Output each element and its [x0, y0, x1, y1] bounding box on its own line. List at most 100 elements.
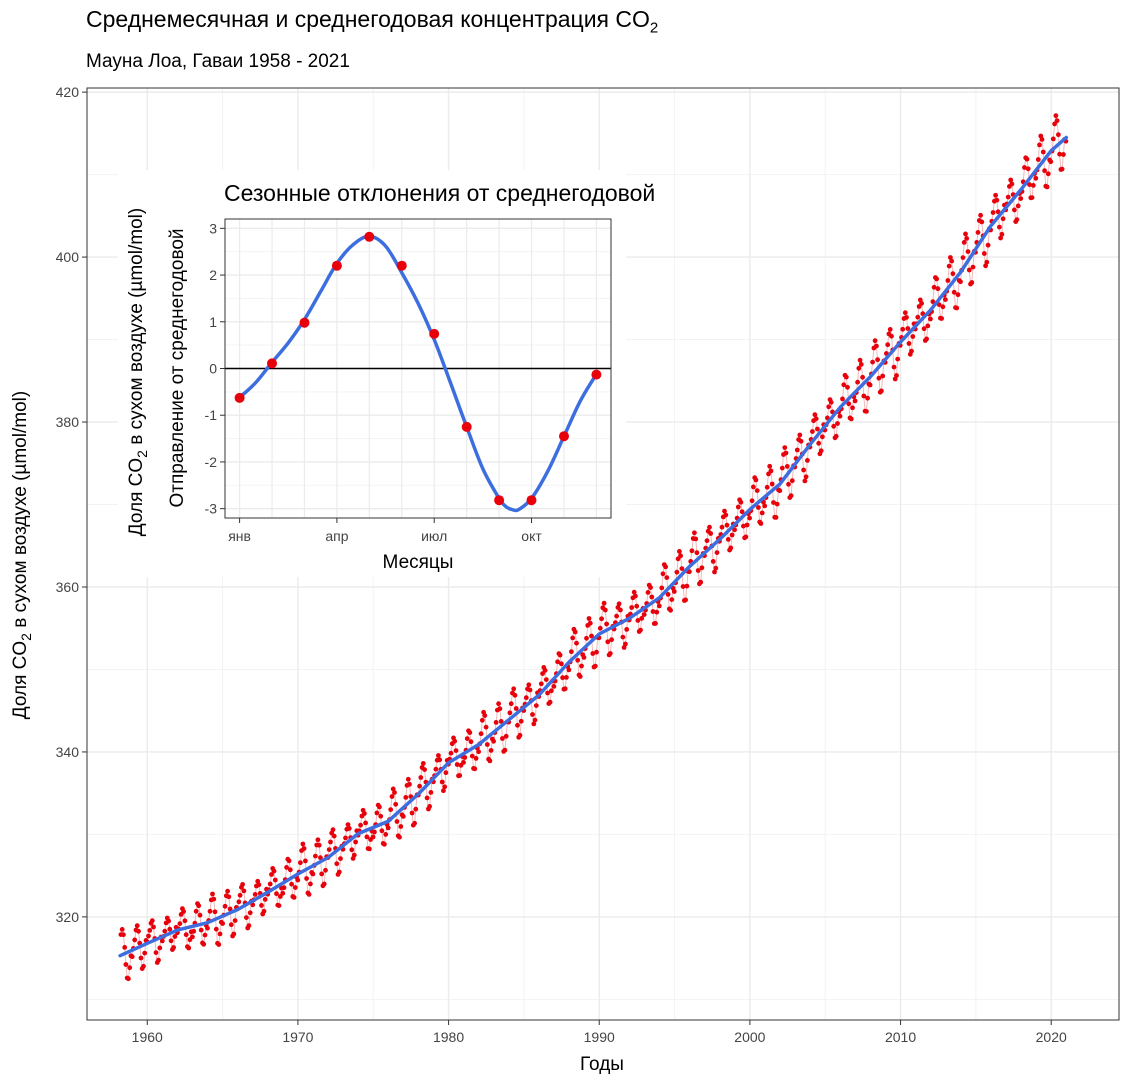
- chart-title: Среднемесячная и среднегодовая концентра…: [86, 6, 659, 37]
- monthly-point: [710, 559, 716, 564]
- monthly-point: [284, 865, 289, 870]
- monthly-point: [872, 338, 878, 344]
- monthly-point: [728, 545, 734, 551]
- monthly-point: [870, 359, 875, 365]
- inset-y-tick-label: 0: [209, 361, 217, 377]
- monthly-point: [483, 724, 489, 730]
- monthly-point: [875, 357, 880, 363]
- monthly-point: [308, 881, 313, 887]
- monthly-point: [291, 895, 297, 900]
- monthly-point: [420, 761, 426, 766]
- monthly-point: [198, 927, 204, 933]
- monthly-point: [427, 804, 432, 809]
- monthly-point: [946, 263, 952, 269]
- chart-title-subscript: 2: [649, 19, 659, 37]
- monthly-point: [1057, 151, 1062, 157]
- monthly-point: [789, 478, 795, 484]
- monthly-point: [191, 928, 197, 934]
- monthly-point: [631, 589, 637, 595]
- monthly-point: [865, 395, 870, 401]
- monthly-point: [984, 259, 990, 265]
- monthly-point: [764, 484, 770, 490]
- monthly-point: [624, 627, 630, 632]
- monthly-point: [597, 625, 603, 631]
- monthly-point: [751, 484, 756, 490]
- monthly-point: [407, 781, 412, 787]
- inset-month-point: [364, 231, 375, 242]
- inset-axis-ticks: 3 2 1 0 -1 -2 -3 янв апр июл окт: [205, 220, 543, 544]
- monthly-point: [443, 770, 449, 776]
- monthly-point: [226, 894, 232, 900]
- inset-y-tick-label: -3: [205, 501, 218, 517]
- inset-month-point: [299, 317, 310, 328]
- monthly-point: [719, 524, 725, 530]
- monthly-point: [867, 382, 873, 388]
- inset-y-axis-title-line1: Доля CO2 в сухом воздухе (µmol/mol): [126, 208, 150, 536]
- monthly-point: [689, 548, 695, 554]
- monthly-point: [660, 571, 666, 577]
- monthly-point: [377, 804, 382, 810]
- monthly-point: [572, 629, 578, 635]
- monthly-point: [193, 908, 199, 914]
- inset-x-tick-label: окт: [521, 528, 542, 544]
- monthly-point: [840, 396, 845, 402]
- inset-y-tick-label: 3: [209, 220, 217, 236]
- inset-y-tick-label: 1: [209, 314, 217, 330]
- monthly-point: [424, 795, 430, 801]
- monthly-point: [468, 739, 474, 745]
- monthly-point: [794, 447, 800, 453]
- monthly-point: [759, 510, 765, 516]
- monthly-point: [557, 652, 563, 658]
- monthly-point: [656, 603, 662, 609]
- monthly-point: [707, 524, 712, 530]
- monthly-point: [895, 356, 901, 362]
- monthly-point: [965, 249, 971, 255]
- monthly-point: [461, 760, 466, 765]
- monthly-point: [602, 607, 608, 613]
- monthly-point: [228, 922, 234, 928]
- monthly-point: [584, 635, 589, 641]
- monthly-point: [385, 825, 391, 831]
- monthly-point: [756, 505, 761, 510]
- monthly-point: [722, 508, 727, 514]
- monthly-point: [532, 717, 538, 723]
- monthly-point: [954, 305, 960, 311]
- monthly-point: [500, 736, 505, 741]
- monthly-point: [186, 945, 192, 951]
- monthly-point: [858, 362, 864, 367]
- monthly-point: [955, 292, 961, 298]
- monthly-point: [680, 584, 686, 589]
- monthly-point: [244, 915, 249, 920]
- monthly-point: [679, 566, 685, 571]
- monthly-point: [777, 488, 783, 494]
- y-tick-label: 420: [56, 84, 80, 100]
- monthly-point: [136, 928, 141, 934]
- monthly-point: [618, 607, 623, 613]
- monthly-point: [507, 710, 513, 716]
- monthly-point: [378, 813, 384, 819]
- monthly-point: [146, 933, 151, 939]
- monthly-point: [167, 926, 173, 932]
- monthly-point: [592, 663, 598, 669]
- monthly-point: [225, 888, 231, 894]
- monthly-point: [1005, 194, 1011, 200]
- monthly-point: [1035, 157, 1041, 162]
- monthly-point: [1025, 166, 1031, 172]
- monthly-point: [196, 903, 202, 909]
- monthly-point: [127, 965, 133, 971]
- monthly-point: [708, 531, 714, 536]
- inset-x-tick-label: июл: [421, 528, 447, 544]
- monthly-point: [841, 382, 847, 388]
- y-axis-title: Доля CO2 в сухом воздухе (µmol/mol): [10, 391, 34, 719]
- monthly-point: [531, 721, 537, 727]
- x-tick-label: 2020: [1036, 1029, 1067, 1045]
- monthly-point: [620, 634, 626, 640]
- inset-month-point: [494, 495, 505, 506]
- monthly-point: [405, 776, 411, 782]
- monthly-point: [132, 937, 138, 943]
- monthly-point: [964, 236, 970, 241]
- monthly-point: [949, 258, 955, 264]
- monthly-point: [343, 835, 348, 841]
- monthly-point: [885, 342, 891, 348]
- monthly-point: [699, 565, 705, 571]
